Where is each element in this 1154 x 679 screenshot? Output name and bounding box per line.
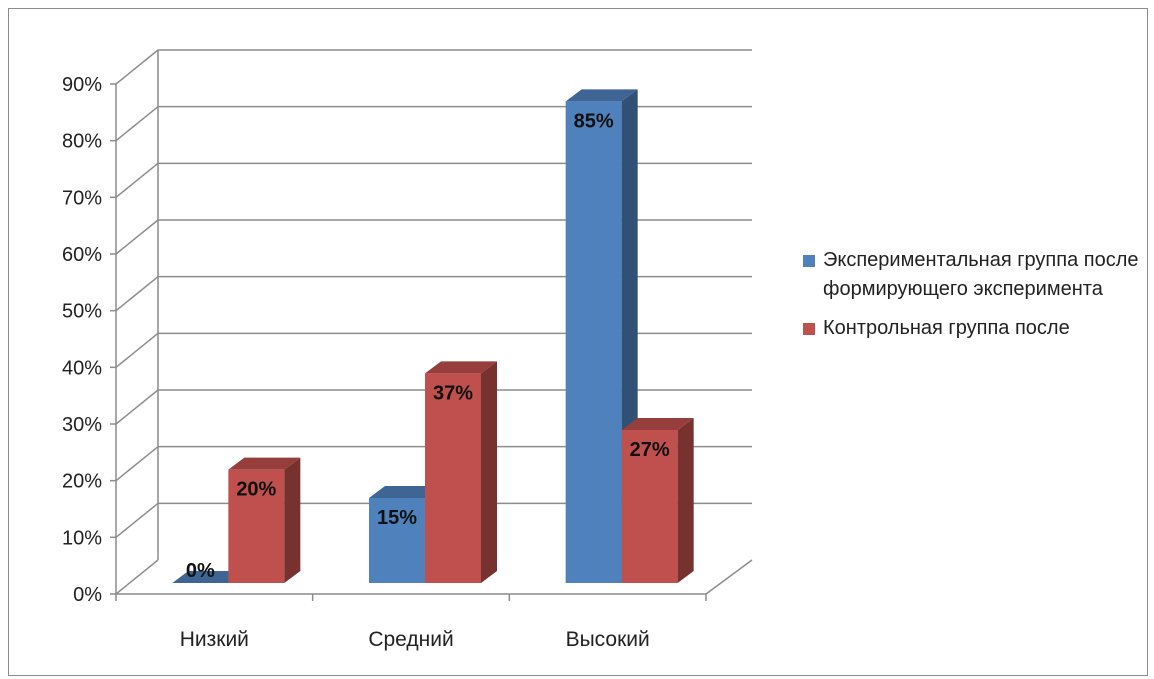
- category-label: Низкий: [180, 628, 249, 651]
- y-tick-label: 80%: [62, 131, 102, 153]
- floor-right-edge: [705, 559, 753, 595]
- category-labels-layer: Низкий Средний Высокий: [180, 628, 650, 651]
- bar-front: [228, 469, 285, 583]
- side-wall-line: [115, 332, 159, 368]
- data-label: 37%: [433, 382, 473, 404]
- y-tick-label: 70%: [62, 187, 102, 209]
- legend-swatch-experimental: [803, 255, 815, 267]
- bar: [621, 418, 694, 583]
- bar-top: [565, 89, 638, 102]
- category-label: Высокий: [566, 628, 650, 651]
- side-wall-line: [115, 106, 159, 142]
- y-tick-label: 30%: [62, 414, 102, 436]
- legend-swatch-control: [803, 323, 815, 335]
- legend: Экспериментальная группа после формирующ…: [803, 246, 1148, 353]
- bar: [425, 361, 497, 583]
- side-wall-line: [115, 389, 159, 425]
- y-tick-label: 20%: [62, 471, 102, 493]
- side-wall-line: [115, 276, 159, 312]
- bar-front: [565, 101, 622, 583]
- side-wall-line: [115, 162, 159, 198]
- y-tick-label: 0%: [73, 584, 102, 606]
- data-label: 20%: [236, 479, 276, 501]
- data-label: 27%: [630, 439, 670, 461]
- y-tick-label: 50%: [62, 301, 102, 323]
- y-tick-label: 10%: [62, 527, 102, 549]
- data-label: 85%: [574, 110, 614, 132]
- bar: [228, 457, 301, 583]
- side-wall-line: [115, 446, 159, 482]
- legend-label-experimental: Экспериментальная группа после формирующ…: [823, 249, 1139, 300]
- category-label: Средний: [368, 628, 453, 651]
- bar-side: [481, 361, 497, 583]
- bar: [172, 571, 245, 583]
- data-label: 0%: [186, 560, 215, 582]
- bar-front: [369, 498, 425, 583]
- bar-front: [425, 373, 481, 583]
- data-labels-layer: 0% 20% 15% 37% 85% 27%: [186, 110, 670, 582]
- bar: [565, 89, 638, 583]
- bar-side: [284, 457, 301, 583]
- y-axis-ticks: 0% 10% 20% 30% 40% 50% 60% 70% 80% 90%: [62, 74, 102, 606]
- bar-top: [172, 571, 245, 583]
- data-label: 15%: [377, 507, 417, 529]
- y-tick-label: 60%: [62, 244, 102, 266]
- y-tick-label: 40%: [62, 357, 102, 379]
- side-wall-line: [115, 219, 159, 255]
- bar-top: [369, 486, 441, 498]
- side-wall-line: [115, 49, 159, 85]
- bar-top: [425, 361, 497, 374]
- legend-label-control: Контрольная группа после: [823, 317, 1070, 339]
- bar-side: [677, 418, 694, 583]
- bar-front: [621, 430, 678, 583]
- legend-item-control: Контрольная группа после: [803, 314, 1148, 343]
- side-wall-line: [115, 502, 159, 538]
- y-tick-label: 90%: [62, 74, 102, 96]
- bar-top: [228, 457, 301, 470]
- side-wall-line: [115, 559, 159, 595]
- bar-top: [621, 418, 694, 430]
- bars-layer: [172, 89, 694, 583]
- legend-item-experimental: Экспериментальная группа после формирующ…: [803, 246, 1148, 304]
